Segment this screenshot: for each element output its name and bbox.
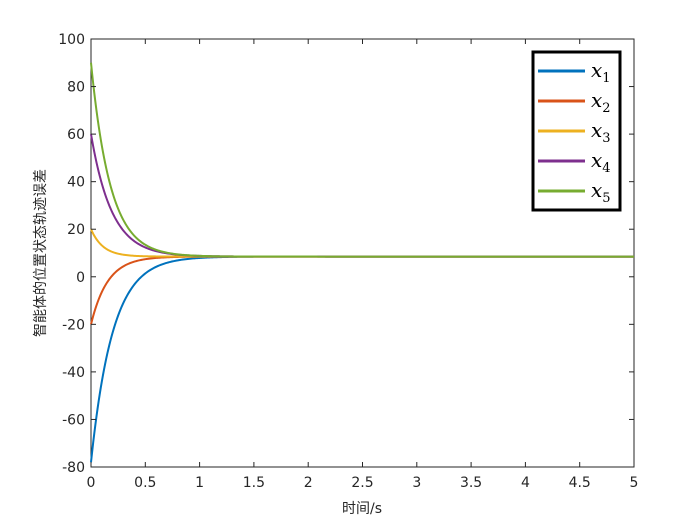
x-tick-label: 0.5 (134, 475, 156, 491)
y-tick-label: 40 (67, 175, 85, 191)
x-tick-label: 3.5 (460, 475, 482, 491)
y-tick-label: 0 (76, 270, 85, 286)
y-tick-label: -80 (62, 460, 85, 476)
x-tick-label: 1.5 (243, 475, 265, 491)
legend-label-base: x (591, 88, 602, 112)
legend-label-base: x (591, 58, 602, 82)
legend-label-x3: x3 (591, 118, 611, 146)
legend-label-subscript: 4 (602, 161, 610, 176)
y-axis-label: 智能体的位置状态轨迹误差 (33, 169, 49, 337)
series-layer (90, 62, 634, 463)
y-tick-label: 80 (67, 80, 85, 96)
legend-label-x1: x1 (591, 58, 611, 86)
y-ticks: 100 80 60 40 20 0 -20 -40 -60 -80 (58, 32, 634, 476)
x-tick-label: 3 (412, 475, 421, 491)
x-axis-label: 时间/s (342, 501, 382, 517)
x-tick-label: 4 (521, 475, 530, 491)
x-tick-label: 5 (630, 475, 639, 491)
x-tick-label: 1 (195, 475, 204, 491)
y-tick-label: -20 (62, 317, 85, 333)
legend-label-base: x (591, 178, 602, 202)
y-tick-label: -40 (62, 365, 85, 381)
x-tick-label: 0 (87, 475, 96, 491)
legend-label-x5: x5 (591, 178, 611, 206)
y-tick-label: 60 (67, 127, 85, 143)
y-tick-label: -60 (62, 412, 85, 428)
series-line-x5 (90, 62, 634, 258)
legend-label-subscript: 5 (602, 191, 610, 206)
legend-label-x4: x4 (591, 148, 611, 176)
x-tick-label: 4.5 (569, 475, 591, 491)
legend-label-subscript: 2 (602, 101, 610, 116)
x-ticks: 0 0.5 1 1.5 2 2.5 3 3.5 4 4.5 5 (87, 39, 639, 491)
y-tick-label: 100 (58, 32, 85, 48)
legend-label-subscript: 3 (602, 131, 610, 146)
legend-label-base: x (591, 118, 602, 142)
y-tick-label: 20 (67, 222, 85, 238)
legend-label-base: x (591, 148, 602, 172)
legend-label-subscript: 1 (602, 71, 610, 86)
legend-label-x2: x2 (591, 88, 611, 116)
x-tick-label: 2 (304, 475, 313, 491)
x-tick-label: 2.5 (351, 475, 373, 491)
